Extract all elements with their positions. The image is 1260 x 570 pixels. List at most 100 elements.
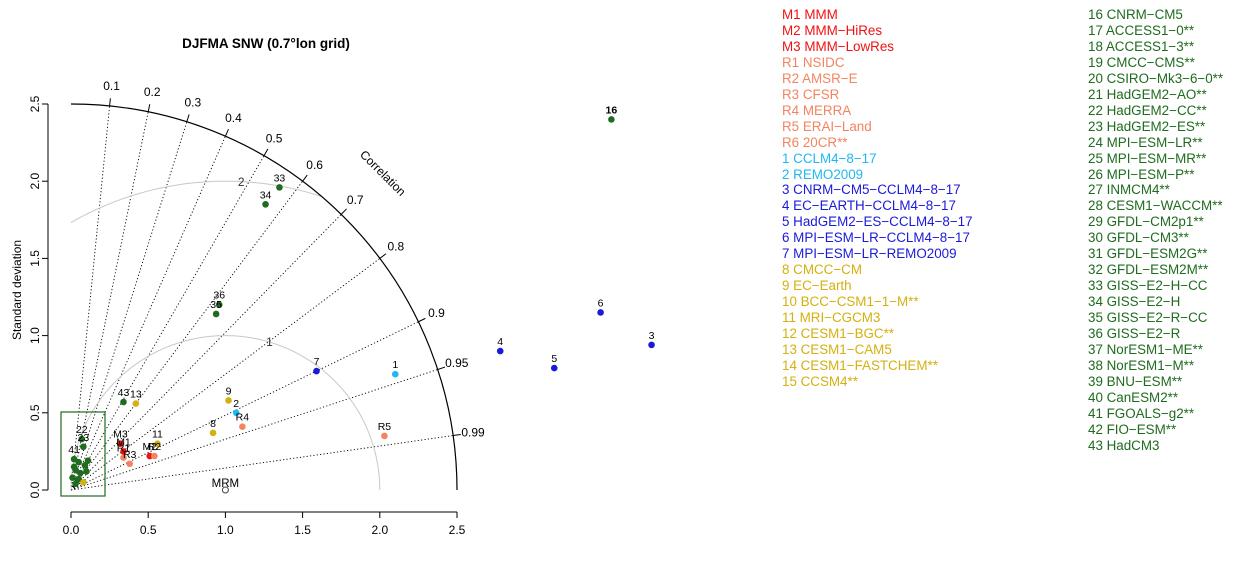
data-point-label: 23 — [78, 432, 90, 444]
data-point — [84, 457, 92, 464]
correlation-tick-label: 0.6 — [306, 158, 323, 172]
data-point-label: 13 — [130, 389, 142, 401]
legend-entry: 8 CMCC−CM — [782, 262, 862, 278]
legend-entry: 3 CNRM−CM5−CCLM4−8−17 — [782, 182, 961, 198]
data-point-label: R1 — [117, 443, 131, 455]
data-point — [232, 409, 240, 417]
correlation-tick-label: 0.1 — [103, 79, 120, 93]
diagram-axes: 0.1 0.2 0.3 0.4 0.5 0.6 0.7 0.8 0.9 0.95 0.99 0.0 0.… — [28, 79, 485, 537]
legend-entry: 34 GISS−E2−H — [1088, 294, 1181, 310]
data-point — [154, 440, 161, 447]
correlation-tick — [263, 148, 269, 156]
legend-entry: 7 MPI−ESM−LR−REMO2009 — [782, 246, 957, 262]
legend-entry: 11 MRI−CGCM3 — [782, 310, 881, 326]
x-axis-tick-label: 1.5 — [294, 523, 311, 537]
data-point — [212, 310, 220, 318]
legend-entry: 37 NorESM1−ME** — [1088, 342, 1203, 358]
diagram-grid: 12 — [70, 105, 454, 491]
legend-entry: 12 CESM1−BGC** — [782, 326, 895, 342]
data-point — [209, 429, 217, 437]
y-axis-tick-label: 2.5 — [28, 95, 42, 112]
legend-entry: 30 GFDL−CM3** — [1088, 230, 1189, 246]
legend-entry: R3 CFSR — [782, 86, 840, 102]
legend-entry: 22 HadGEM2−CC** — [1088, 102, 1207, 118]
legend-entry: 16 CNRM−CM5 — [1088, 7, 1183, 22]
correlation-tick — [437, 366, 446, 370]
legend-entry: 18 ACCESS1−3** — [1088, 38, 1195, 54]
legend-entry: 41 FGOALS−g2** — [1088, 405, 1195, 421]
correlation-axis-label: Correlation — [357, 147, 408, 198]
data-point — [550, 364, 558, 372]
data-point — [72, 480, 79, 488]
data-point-label: 22 — [76, 424, 88, 436]
data-point-label: 6 — [598, 297, 604, 309]
data-point-label: 9 — [226, 385, 232, 397]
legend-entry: 6 MPI−ESM−LR−CCLM4−8−17 — [782, 230, 970, 246]
correlation-tick — [302, 174, 308, 182]
rms-arc-label: 1 — [266, 335, 273, 349]
data-point — [648, 341, 655, 349]
data-point-label: 4 — [497, 336, 503, 348]
legend-entry: R4 MERRA — [782, 102, 852, 118]
legend-entry: 25 MPI−ESM−MR** — [1088, 150, 1207, 166]
correlation-tick-label: 0.2 — [144, 85, 161, 99]
data-point — [313, 367, 320, 375]
correlation-tick-label: 0.99 — [461, 426, 485, 440]
data-point-label: 34 — [260, 189, 272, 201]
correlation-ray — [70, 321, 419, 491]
data-point — [117, 440, 124, 447]
x-axis-tick-label: 2.5 — [449, 523, 466, 537]
legend-entry: 24 MPI−ESM−LR** — [1088, 134, 1203, 150]
data-point — [215, 301, 223, 309]
data-point — [78, 435, 86, 443]
correlation-ray — [70, 214, 342, 491]
legend-column-2: 16 CNRM−CM5 17 ACCESS1−0** 18 ACCESS1−3** 1… — [1088, 7, 1223, 454]
legend-entry: 39 BNU−ESM** — [1088, 373, 1183, 389]
data-point-label: 2 — [233, 398, 239, 410]
data-point — [120, 398, 127, 406]
data-point — [80, 478, 87, 486]
correlation-tick-label: 0.9 — [428, 306, 445, 320]
data-point — [151, 452, 158, 460]
data-point — [75, 458, 83, 466]
data-point-label: M3 — [113, 429, 128, 441]
data-point-label: 5 — [551, 353, 557, 365]
y-axis-tick-label: 2.0 — [28, 173, 42, 190]
correlation-tick — [340, 208, 347, 215]
data-point-label: 43 — [118, 387, 130, 399]
correlation-tick — [186, 114, 190, 122]
legend-entry: M1 MMM — [782, 7, 838, 22]
zoom-box — [60, 411, 106, 497]
data-point-label: 33 — [274, 172, 286, 184]
data-point-label: 35 — [210, 299, 222, 311]
data-point-label: 36 — [213, 290, 225, 302]
data-point — [81, 461, 89, 469]
correlation-tick-label: 0.7 — [347, 193, 364, 207]
data-point — [608, 116, 615, 123]
data-point — [69, 474, 76, 481]
data-point — [496, 347, 504, 355]
data-point — [391, 370, 399, 378]
data-point-label: 16 — [606, 104, 618, 116]
data-point — [239, 423, 246, 430]
rms-arc — [70, 180, 321, 224]
data-point-label: R5 — [378, 421, 392, 433]
data-point-label: R3 — [123, 449, 137, 461]
legend-entry: 21 HadGEM2−AO** — [1088, 86, 1207, 102]
outer-sd-arc — [70, 103, 458, 491]
correlation-tick-label: 0.8 — [388, 239, 405, 253]
legend-entry: R6 20CR** — [782, 134, 848, 150]
rms-arc-label: 2 — [238, 175, 245, 189]
legend-entry: 14 CESM1−FASTCHEM** — [782, 357, 938, 373]
legend-entry: 10 BCC−CSM1−1−M** — [782, 294, 919, 310]
data-point — [83, 468, 90, 475]
data-point — [80, 443, 87, 451]
data-point — [262, 201, 269, 208]
data-point — [381, 432, 388, 440]
x-axis-tick-label: 1.0 — [217, 523, 234, 537]
legend-entry: 27 INMCM4** — [1088, 182, 1170, 198]
reference-point — [221, 486, 229, 494]
data-point — [70, 455, 78, 463]
legend-entry: M2 MMM−HiRes — [782, 22, 883, 38]
